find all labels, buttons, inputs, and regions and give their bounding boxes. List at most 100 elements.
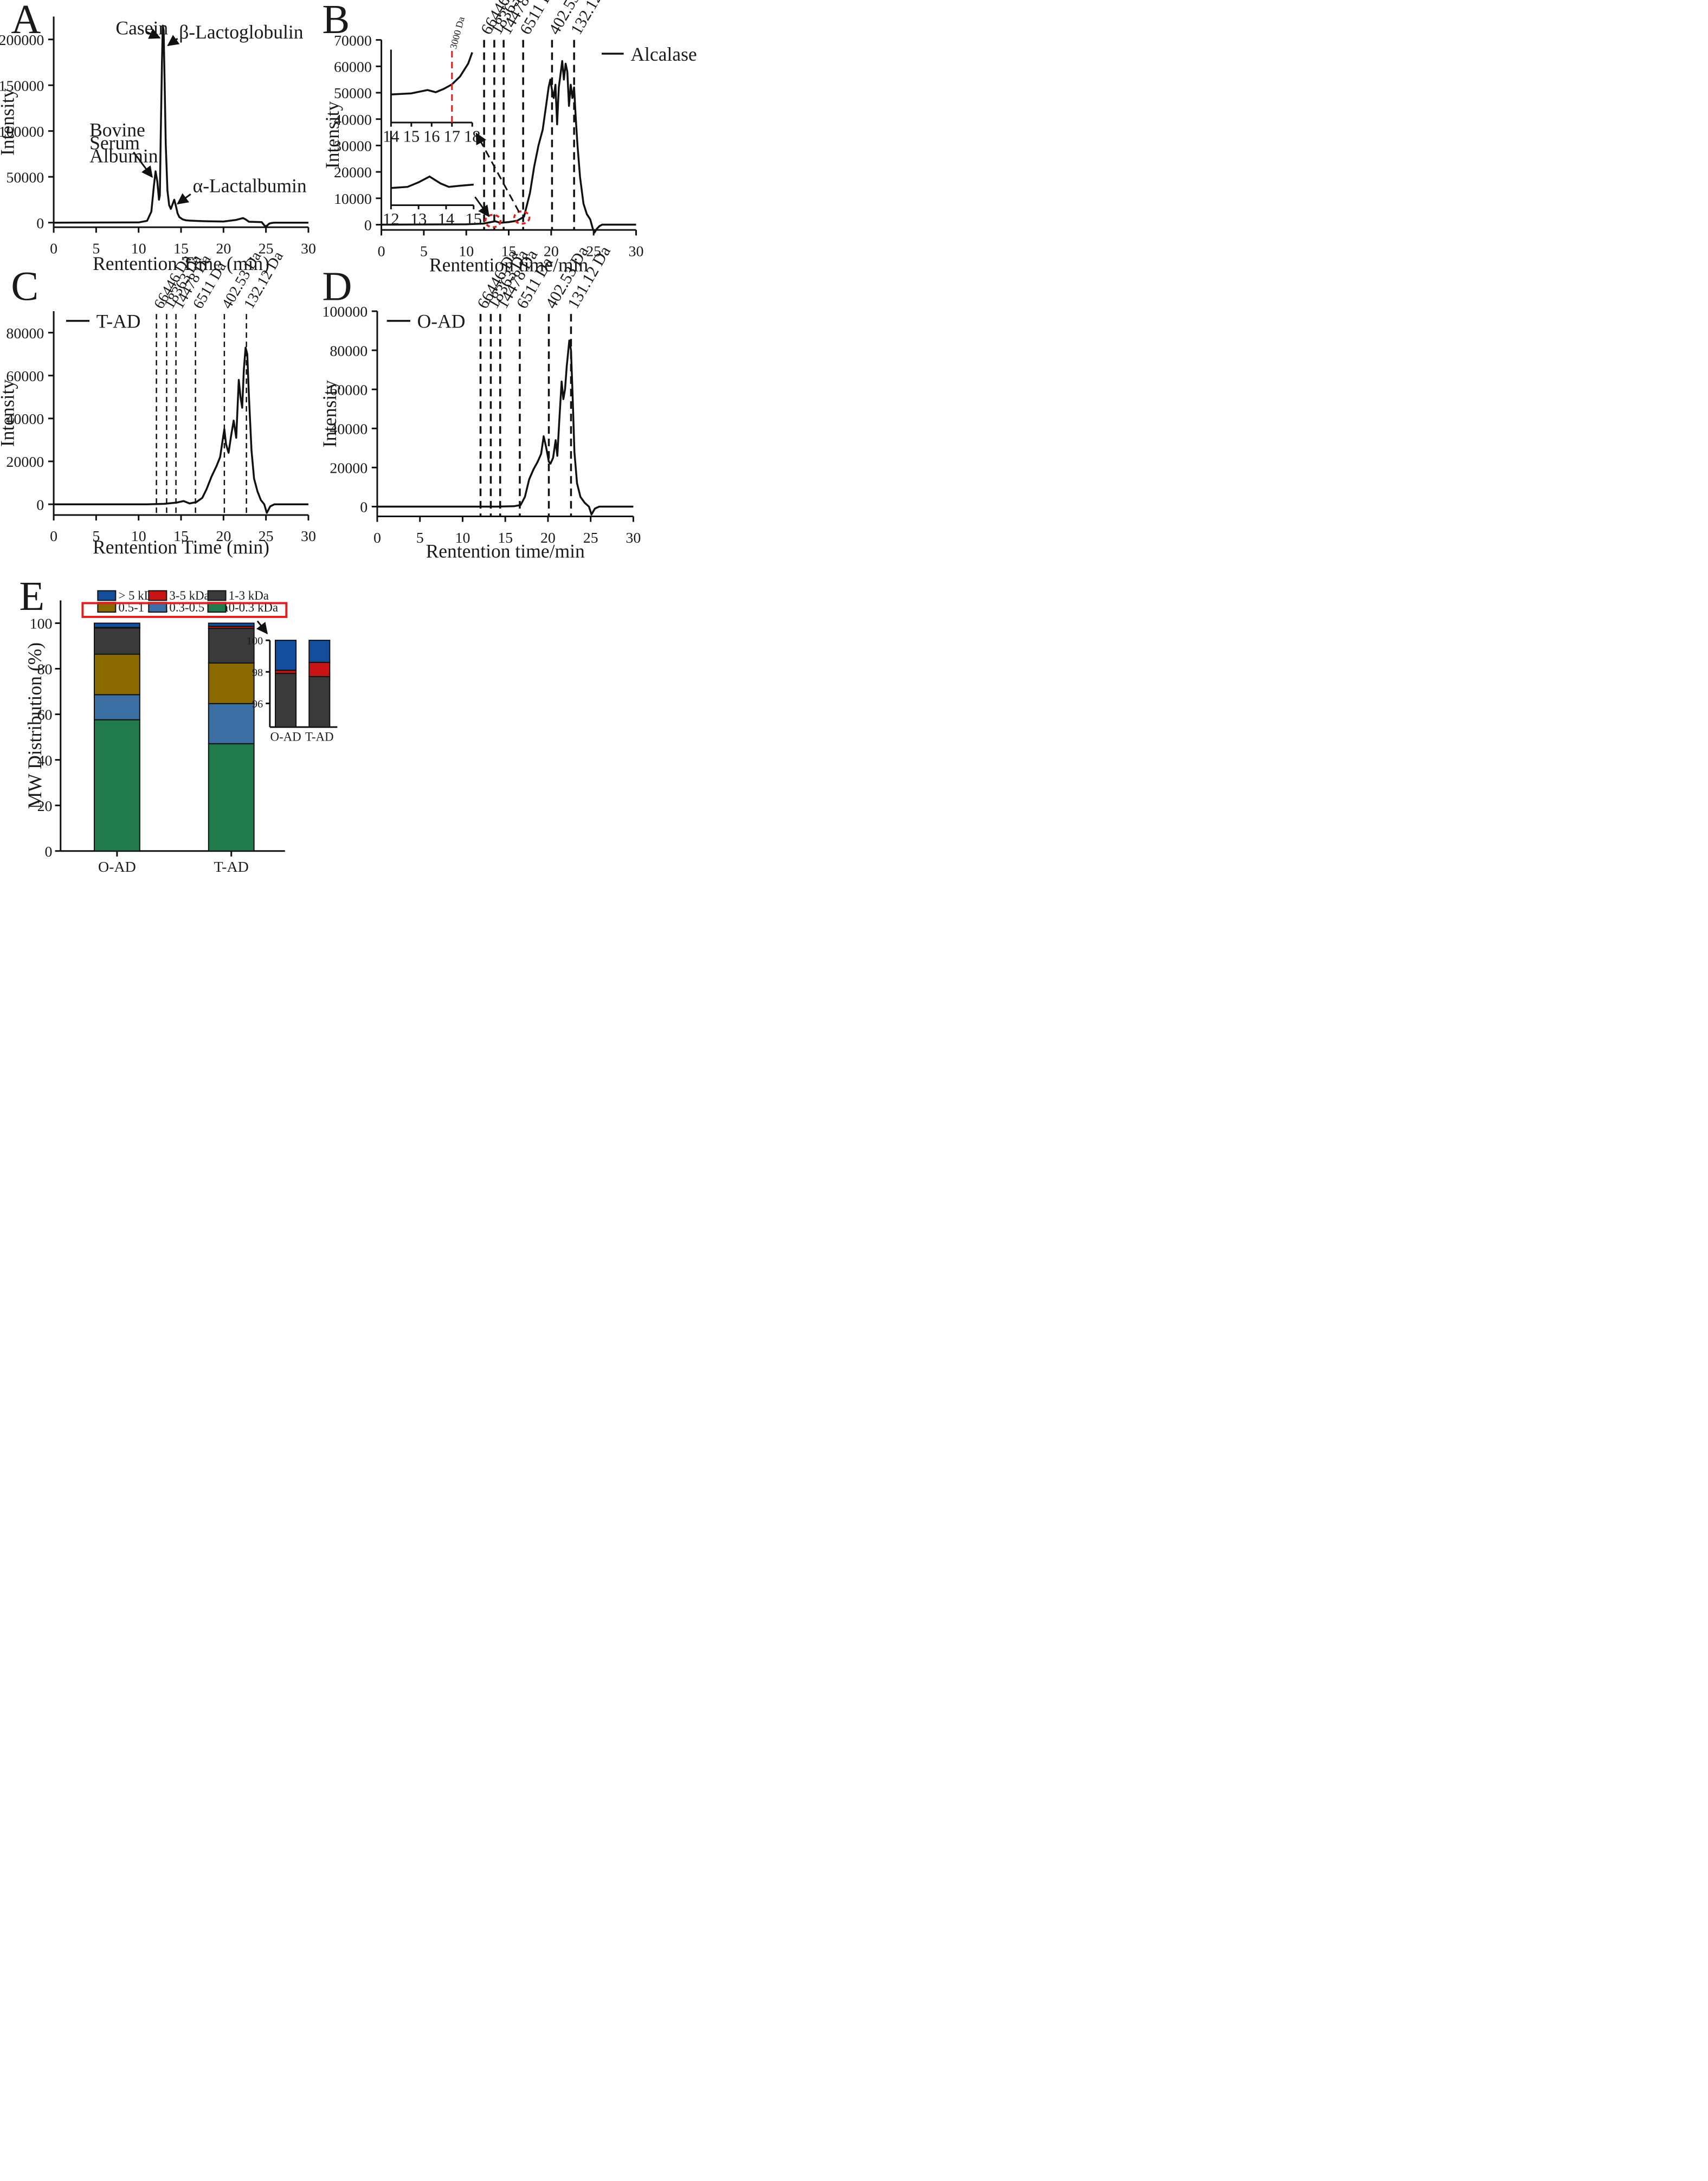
- x-tick-label: 10: [459, 243, 474, 260]
- y-tick-label: 0: [36, 497, 44, 513]
- x-tick-label: 25: [259, 240, 274, 257]
- inset-series-line: [391, 175, 474, 189]
- inset-2: 12 13 14 15: [383, 131, 482, 228]
- series-line: [54, 346, 308, 514]
- inset-x-tick-label: 12: [383, 210, 399, 228]
- x-tick-label: 15: [173, 240, 189, 257]
- bar-segment: [93, 622, 140, 628]
- inset-y-tick-label: 96: [252, 698, 263, 710]
- x-tick-label: T-AD: [214, 859, 249, 876]
- legend-label: T-AD: [96, 311, 141, 332]
- x-tick-label: 25: [259, 528, 274, 545]
- bar-segment: [208, 622, 255, 627]
- legend-label: Alcalase: [630, 43, 697, 65]
- inset-bar-segment: [308, 661, 331, 678]
- legend-label: O-AD: [417, 311, 466, 332]
- y-axis-label: Intensity: [319, 380, 340, 448]
- y-axis-label: MW Distribution (%): [24, 642, 46, 809]
- y-tick-label: 100000: [0, 124, 44, 140]
- series-line: [377, 339, 634, 516]
- y-tick-label: 40: [37, 752, 53, 769]
- y-tick-label: 10000: [334, 191, 372, 208]
- panel-label: E: [20, 574, 45, 619]
- y-tick-label: 60000: [330, 382, 368, 398]
- annotation-arrow: [176, 193, 191, 205]
- x-axis-label: Rentention time/min: [426, 541, 585, 562]
- annotation-alpha-lactalbumin: α-Lactalbumin: [193, 175, 307, 196]
- y-tick-label: 0: [364, 217, 372, 234]
- zoom-highlight-box: [81, 602, 288, 618]
- legend-swatch: [207, 590, 227, 601]
- x-tick-label: O-AD: [98, 859, 136, 876]
- y-tick-label: 80000: [330, 343, 368, 359]
- legend-swatch: [148, 590, 167, 601]
- x-tick-label: 5: [92, 240, 100, 257]
- x-tick-label: 25: [583, 530, 598, 546]
- x-tick-label: 0: [378, 243, 385, 260]
- inset-x-tick-label: T-AD: [305, 730, 334, 744]
- inset-series-line: [391, 52, 473, 96]
- y-tick-label: 0: [36, 215, 44, 232]
- x-tick-label: 0: [373, 530, 381, 546]
- inset-bar-segment: [275, 673, 297, 728]
- inset-bar-segment: [308, 676, 331, 728]
- inset-x-tick-label: 13: [410, 210, 427, 228]
- y-tick-label: 100: [30, 616, 53, 633]
- y-tick-label: 60000: [334, 59, 372, 76]
- x-tick-label: 15: [501, 243, 517, 260]
- inset-bar-segment: [308, 640, 331, 663]
- inset-x-tick-label: 17: [444, 127, 460, 146]
- inset-x-tick-label: 15: [466, 210, 482, 228]
- x-tick-label: 20: [216, 528, 231, 545]
- inset-x-tick-label: 16: [423, 127, 440, 146]
- y-tick-label: 60: [37, 707, 53, 724]
- annotation-bsa-line2: Serum: [89, 132, 140, 154]
- panel-E: E 0 20 40 60 80 100 MW Distribution (%) O-AD T-AD…: [20, 574, 338, 876]
- y-tick-label: 40000: [334, 112, 372, 128]
- bar-segment: [208, 628, 255, 664]
- legend-label: 3-5 kDa: [169, 589, 209, 602]
- x-tick-label: 15: [498, 530, 513, 546]
- inset-x-tick-label: 18: [464, 127, 480, 146]
- inset-bar-segment: [275, 640, 297, 671]
- y-tick-label: 80000: [6, 325, 44, 342]
- x-tick-label: 30: [301, 240, 316, 257]
- x-tick-label: 5: [416, 530, 424, 546]
- x-tick-label: 5: [420, 243, 428, 260]
- x-tick-label: 30: [626, 530, 641, 546]
- x-axis-label: Rentention time/min: [429, 254, 588, 275]
- annotation-bsa-line3: Albumin: [89, 145, 158, 167]
- highlight-ellipse-13min: [484, 214, 502, 228]
- y-tick-label: 50000: [6, 169, 44, 186]
- x-axis-label: Rentention Time (min): [93, 253, 269, 274]
- panel-label: D: [322, 264, 352, 310]
- y-tick-label: 200000: [0, 32, 44, 49]
- legend-swatch: [97, 590, 117, 601]
- panel-D: 0 5 10 15 20 25 30 0 20000 40000 60000 80000 100000 R…: [319, 243, 641, 562]
- y-tick-label: 40000: [330, 421, 368, 438]
- inset-x-tick-label: 14: [438, 210, 454, 228]
- x-tick-label: 0: [50, 240, 57, 257]
- series-line: [54, 24, 308, 228]
- inset-x-tick-label: 15: [403, 127, 420, 146]
- bar-segment: [208, 662, 255, 704]
- bar-segment: [93, 694, 140, 720]
- panel-B: 0 5 10 15 20 25 30 0 10000 20000 30000 40000 50000 60…: [321, 0, 697, 275]
- x-tick-label: 30: [301, 528, 316, 545]
- bar-segment: [93, 627, 140, 655]
- annotation-arrow: [145, 28, 161, 39]
- y-tick-label: 20000: [330, 460, 368, 477]
- series-line: [381, 60, 636, 234]
- panel-label: B: [322, 0, 350, 42]
- annotation-casein: Casein: [115, 17, 168, 39]
- y-axis-label: Intensity: [0, 379, 18, 447]
- highlight-ellipse-16min: [513, 210, 531, 225]
- y-tick-label: 70000: [334, 33, 372, 49]
- x-tick-label: 0: [50, 528, 57, 545]
- inset-y-tick-label: 100: [247, 635, 263, 647]
- x-axis-label: Rentention Time (min): [93, 536, 269, 558]
- annotation-arrow: [133, 151, 153, 178]
- bar-segment: [208, 743, 255, 852]
- y-tick-label: 100000: [322, 304, 368, 320]
